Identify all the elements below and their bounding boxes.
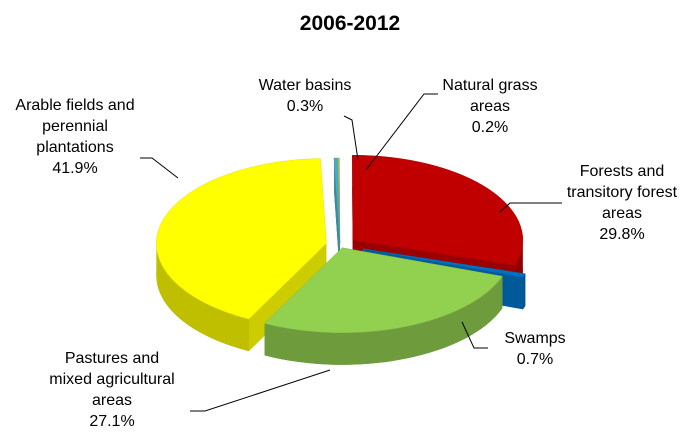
category-label: Pastures and mixed agricultural areas [49,350,174,409]
value-label: 41.9% [52,160,97,177]
category-label: Natural grass areas [442,77,537,115]
leader-line [140,157,179,179]
slice [362,248,526,278]
leader-line [461,321,488,349]
slice [264,247,503,333]
slice-side [522,273,526,310]
slice-cut-face [333,158,340,276]
slice-side [264,276,503,365]
slice-side [156,243,249,352]
slice [333,157,341,244]
leader-line [343,115,359,161]
value-label: 27.1% [89,413,134,430]
chart-title: 2006-2012 [300,12,400,35]
slice [352,154,524,266]
value-label: 29.8% [599,226,644,243]
category-label: Arable fields and perennial plantations [15,97,134,156]
value-label: 0.3% [287,98,323,115]
slice [156,158,327,320]
leader-line [190,369,331,412]
category-label: Water basins [259,77,352,94]
value-label: 0.7% [517,351,553,368]
leader-line [499,202,562,213]
leader-line [365,93,438,171]
value-label: 0.2% [472,119,508,136]
category-label: Forests and transitory forest areas [567,163,678,222]
category-label: Swamps [504,330,565,347]
